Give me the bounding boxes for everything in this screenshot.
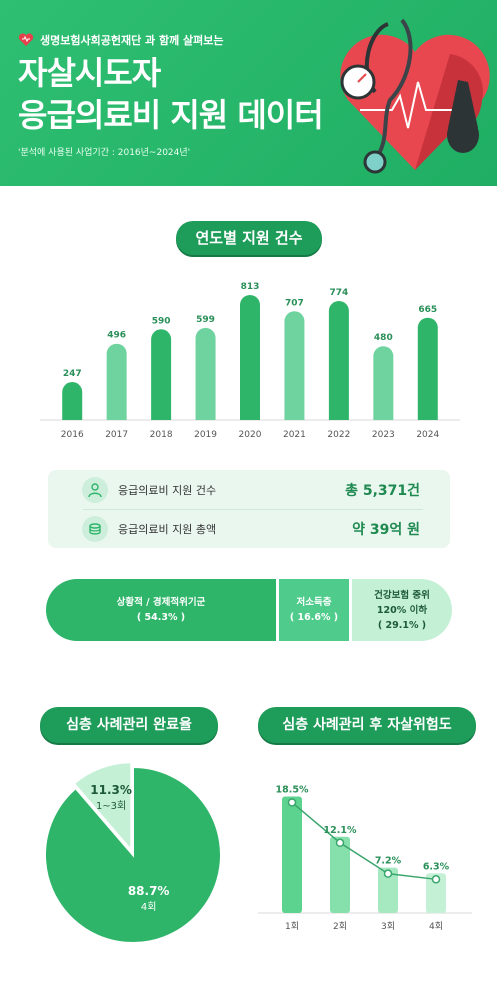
slice-value-label: 88.7% <box>128 884 170 898</box>
x-tick-label: 4회 <box>429 921 443 932</box>
line-point <box>287 798 297 807</box>
brand-line: 생명보험사회공헌재단 과 함께 살펴보는 <box>18 32 224 48</box>
bar <box>373 346 394 420</box>
summary-label: 응급의료비 지원 건수 <box>118 483 217 497</box>
heart-logo-icon <box>18 33 34 46</box>
segment-label-2: 120% 이하 <box>376 604 428 616</box>
data-label: 496 <box>107 331 126 341</box>
summary-box: 응급의료비 지원 건수 총 5,371건 응급의료비 지원 총액 약 39억 원 <box>48 470 450 548</box>
coins-icon <box>82 515 108 542</box>
data-label: 665 <box>418 305 437 315</box>
summary-value: 약 39억 원 <box>352 521 420 538</box>
x-tick-label: 2018 <box>150 430 173 440</box>
data-label: 599 <box>196 315 215 325</box>
slice-category-label: 4회 <box>141 901 157 913</box>
period-note: '분석에 사용된 사업기간 : 2016년~2024년' <box>18 148 191 158</box>
x-tick-label: 2021 <box>283 430 306 440</box>
person-doctor-icon <box>82 476 108 503</box>
x-tick-label: 2020 <box>239 430 262 440</box>
data-label: 774 <box>329 288 348 298</box>
risk-bar-line-chart: 1회 2회 3회 4회 18.5% 12.1% 7.2% 6.3% <box>258 784 472 932</box>
slice-category-label: 1~3회 <box>96 800 126 812</box>
segment-label: 상황적 / 경제적위기군 <box>116 597 206 608</box>
bar <box>151 329 172 420</box>
page-title: 자살시도자 응급의료비 지원 데이터 <box>18 52 324 136</box>
eligibility-segment-bar: 상황적 / 경제적위기군 ( 54.3% ) 저소득층 ( 16.6% ) 건강… <box>46 579 452 641</box>
x-tick-label: 1회 <box>285 921 299 932</box>
data-label: 590 <box>152 316 171 326</box>
line-point <box>431 875 441 884</box>
x-tick-label: 2024 <box>416 430 439 440</box>
completion-pie-chart: 88.7% 4회 11.3% 1~3회 <box>44 761 222 944</box>
segment-label: 저소득층 <box>296 597 332 608</box>
yearly-bar-chart: 247 2016 496 2017 590 2018 599 2019 813 2020 707 20… <box>40 282 460 440</box>
segment-percent: ( 29.1% ) <box>377 619 427 631</box>
data-label: 707 <box>285 298 304 308</box>
line-point <box>335 838 345 848</box>
section-title-risk: 심층 사례관리 후 자살위험도 <box>258 707 476 743</box>
line-point <box>383 869 393 878</box>
bar <box>106 343 127 420</box>
summary-label: 응급의료비 지원 총액 <box>118 522 217 536</box>
bar <box>417 317 438 420</box>
title-line-1: 자살시도자 <box>18 54 161 92</box>
x-tick-label: 2017 <box>105 430 128 440</box>
bar <box>282 796 302 913</box>
x-tick-label: 2016 <box>61 430 84 440</box>
x-tick-label: 2023 <box>372 430 395 440</box>
segment-low-income: 저소득층 ( 16.6% ) <box>279 579 349 641</box>
data-label: 7.2% <box>375 856 402 867</box>
summary-row-count: 응급의료비 지원 건수 총 5,371건 <box>48 470 450 509</box>
section-title-yearly: 연도별 지원 건수 <box>176 221 322 255</box>
pie-slice <box>44 765 222 944</box>
title-line-2: 응급의료비 지원 데이터 <box>18 96 324 134</box>
x-tick-label: 2019 <box>194 430 217 440</box>
bar <box>330 836 350 913</box>
section-title-completion: 심층 사례관리 완료율 <box>40 707 218 743</box>
bar <box>378 867 398 913</box>
pie-slice <box>72 761 133 854</box>
x-tick-label: 3회 <box>381 921 395 932</box>
trend-line <box>291 801 437 881</box>
segment-percent: ( 54.3% ) <box>136 612 186 623</box>
segment-crisis-group: 상황적 / 경제적위기군 ( 54.3% ) <box>46 579 276 641</box>
bar <box>240 295 260 420</box>
bar <box>328 300 349 420</box>
summary-value: 총 5,371건 <box>345 482 420 499</box>
bar <box>284 311 305 420</box>
summary-row-amount: 응급의료비 지원 총액 약 39억 원 <box>48 509 450 548</box>
segment-health-insurance: 건강보험 중위 120% 이하 ( 29.1% ) <box>352 579 452 641</box>
data-label: 247 <box>63 369 82 379</box>
heart-stethoscope-illustration <box>340 18 490 174</box>
bar <box>426 873 446 913</box>
data-label: 12.1% <box>324 825 357 836</box>
brand-text: 생명보험사회공헌재단 과 함께 살펴보는 <box>40 34 224 47</box>
summary-divider <box>83 509 423 510</box>
data-label: 480 <box>374 333 393 343</box>
header-banner: 생명보험사회공헌재단 과 함께 살펴보는 자살시도자 응급의료비 지원 데이터 … <box>0 0 497 186</box>
data-label: 813 <box>241 282 260 292</box>
data-label: 6.3% <box>423 861 450 872</box>
bar <box>195 327 216 420</box>
segment-percent: ( 16.6% ) <box>289 612 339 623</box>
segment-label: 건강보험 중위 <box>374 589 430 601</box>
slice-value-label: 11.3% <box>90 783 132 797</box>
x-tick-label: 2022 <box>327 430 350 440</box>
bar <box>62 382 83 420</box>
data-label: 18.5% <box>276 784 309 795</box>
x-tick-label: 2회 <box>333 921 347 932</box>
